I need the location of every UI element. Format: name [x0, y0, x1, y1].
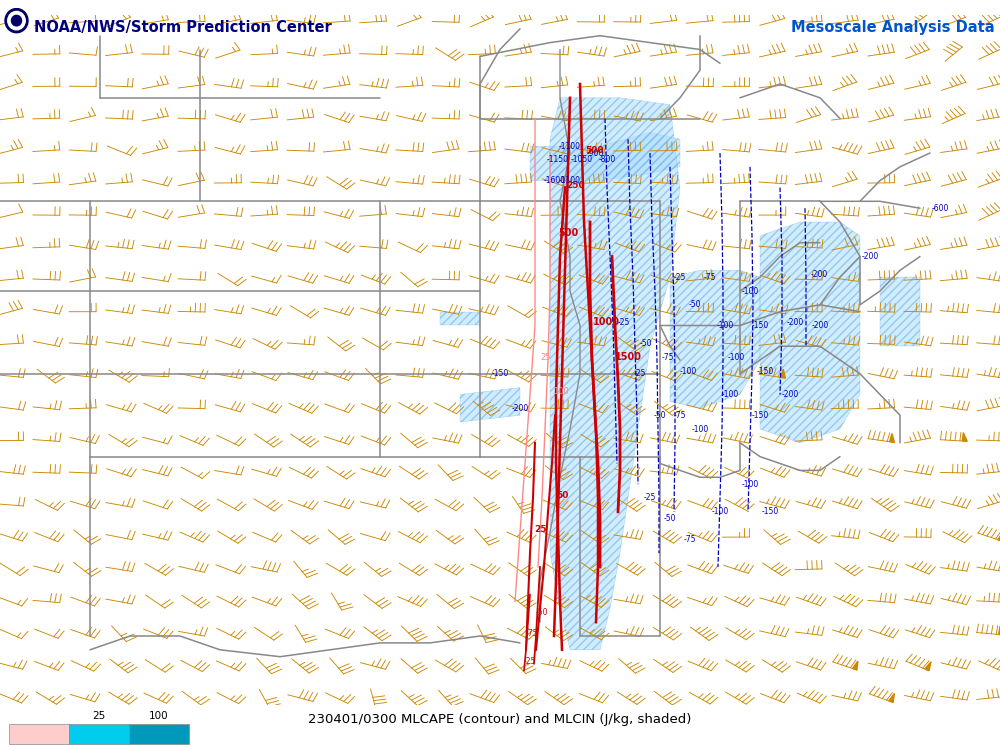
Text: Mesoscale Analysis Data: Mesoscale Analysis Data [791, 20, 995, 35]
Polygon shape [880, 278, 920, 346]
Text: 1000: 1000 [593, 317, 620, 328]
Text: -150: -150 [751, 321, 769, 330]
Text: -1100: -1100 [559, 176, 581, 185]
Text: 500: 500 [585, 146, 604, 155]
Text: -200: -200 [861, 252, 879, 261]
Polygon shape [781, 369, 785, 378]
Text: -200: -200 [781, 390, 799, 399]
Text: -100: -100 [741, 286, 759, 296]
Polygon shape [760, 222, 860, 442]
Text: -50: -50 [664, 514, 676, 523]
Text: 1500: 1500 [615, 352, 642, 362]
Text: 230401/0300 MLCAPE (contour) and MLCIN (J/kg, shaded): 230401/0300 MLCAPE (contour) and MLCIN (… [308, 713, 692, 726]
Text: -200: -200 [787, 319, 804, 328]
Bar [129, 724, 189, 744]
Text: 50: 50 [556, 491, 568, 500]
Text: NOAA/NWS/Storm Prediction Center: NOAA/NWS/Storm Prediction Center [34, 20, 332, 35]
Polygon shape [889, 694, 894, 703]
Polygon shape [550, 98, 680, 650]
Text: -75: -75 [674, 411, 686, 420]
Text: -50: -50 [640, 339, 652, 348]
Circle shape [5, 8, 28, 33]
Text: -1050: -1050 [571, 155, 593, 164]
Text: -150: -150 [757, 367, 774, 376]
Text: -75: -75 [662, 353, 674, 362]
Text: 25: 25 [92, 711, 106, 722]
Text: -100: -100 [728, 353, 745, 362]
Polygon shape [460, 388, 520, 422]
Text: 25: 25 [534, 526, 546, 535]
Text: -25: -25 [618, 319, 630, 328]
Text: -75: -75 [684, 535, 696, 544]
Polygon shape [999, 626, 1000, 635]
Polygon shape [962, 433, 967, 441]
Polygon shape [670, 270, 760, 408]
Bar [69, 724, 129, 744]
Text: -200: -200 [811, 321, 829, 330]
Text: -50: -50 [536, 608, 548, 617]
Text: -600: -600 [931, 204, 949, 213]
Text: -200: -200 [811, 270, 828, 279]
Text: -75: -75 [526, 629, 538, 638]
Text: -25: -25 [644, 494, 656, 502]
Polygon shape [890, 433, 894, 442]
Circle shape [12, 16, 22, 26]
Text: -50: -50 [654, 411, 666, 420]
Polygon shape [853, 661, 858, 670]
Text: -100: -100 [680, 367, 697, 376]
Text: -25: -25 [674, 273, 686, 282]
Text: -1600: -1600 [544, 176, 566, 185]
Text: -800: -800 [598, 155, 616, 164]
Text: -200: -200 [511, 404, 529, 412]
Text: 25: 25 [540, 353, 550, 362]
Text: -150: -150 [761, 507, 779, 516]
Polygon shape [530, 132, 680, 181]
Text: -1150: -1150 [547, 155, 569, 164]
Text: -100: -100 [721, 390, 739, 399]
Circle shape [8, 11, 25, 30]
Text: -100: -100 [716, 321, 734, 330]
Text: -150: -150 [751, 411, 769, 420]
Text: 250: 250 [566, 181, 585, 190]
Text: 100: 100 [553, 388, 569, 397]
Bar [9, 724, 69, 744]
Text: -1100: -1100 [559, 142, 581, 151]
Polygon shape [440, 312, 480, 326]
Text: -100: -100 [711, 507, 729, 516]
Text: -100: -100 [691, 424, 709, 433]
Text: -100: -100 [741, 480, 759, 489]
Text: 100: 100 [149, 711, 169, 722]
Text: -75: -75 [704, 273, 716, 282]
Text: -25: -25 [634, 369, 646, 378]
Text: 500: 500 [558, 228, 578, 238]
Text: -25: -25 [524, 656, 536, 665]
Text: -900: -900 [586, 148, 604, 158]
Text: -50: -50 [689, 300, 701, 309]
Polygon shape [925, 662, 931, 670]
Polygon shape [998, 532, 1000, 542]
Text: -150: -150 [491, 369, 509, 378]
